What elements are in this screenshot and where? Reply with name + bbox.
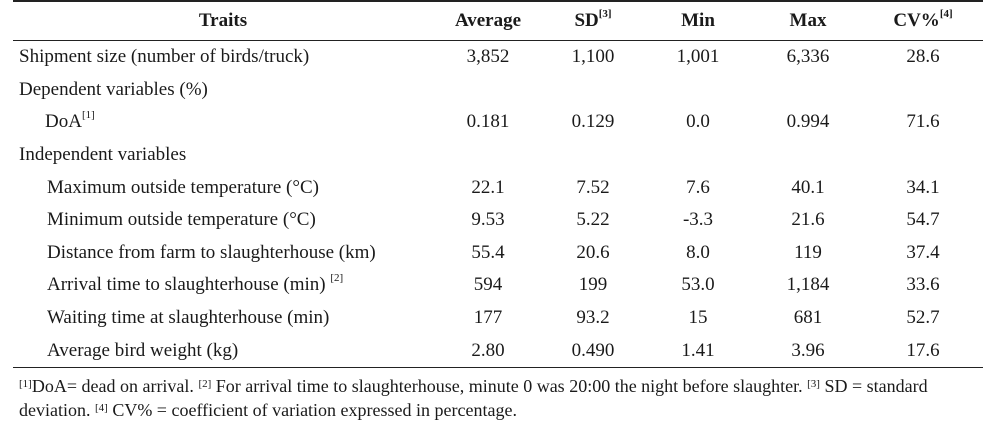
table-row: Shipment size (number of birds/truck) 3,… xyxy=(13,41,983,74)
cell-average: 594 xyxy=(473,274,503,296)
row-label: Maximum outside temperature (°C) xyxy=(47,176,319,198)
cell-cv: 37.4 xyxy=(906,241,940,263)
cell-max: 0.994 xyxy=(786,111,830,133)
row-label-ref: [2] xyxy=(330,272,344,285)
header-max: Max xyxy=(789,10,827,31)
section-label: Dependent variables (%) xyxy=(19,78,208,100)
footnote-text-2: For arrival time to slaughterhouse, minu… xyxy=(211,375,808,396)
cell-average: 2.80 xyxy=(471,339,505,361)
footnote-ref-4: [4] xyxy=(94,401,108,414)
header-sd-ref: [3] xyxy=(598,8,612,20)
cell-sd: 7.52 xyxy=(576,176,610,198)
descriptive-statistics-table: Traits Average SD[3] Min Max CV%[4] Ship… xyxy=(13,0,983,368)
cell-cv: 17.6 xyxy=(906,339,940,361)
cell-sd: 5.22 xyxy=(576,209,610,231)
row-label: Arrival time to slaughterhouse (min) [2] xyxy=(13,269,433,302)
cell-average: 0.181 xyxy=(466,111,510,133)
row-label: Minimum outside temperature (°C) xyxy=(47,209,316,231)
cell-cv: 34.1 xyxy=(906,176,940,198)
row-label-text: DoA xyxy=(45,111,82,133)
header-sd: SD[3] xyxy=(543,1,643,41)
cell-cv: 28.6 xyxy=(906,46,940,68)
header-cv-ref: [4] xyxy=(939,8,953,20)
cell-max: 6,336 xyxy=(786,46,830,68)
footnote-ref-2: [2] xyxy=(198,377,212,390)
section-label: Independent variables xyxy=(19,144,187,166)
cell-average: 55.4 xyxy=(471,241,505,263)
table-row: Maximum outside temperature (°C) 22.1 7.… xyxy=(13,171,983,204)
row-label-text: Arrival time to slaughterhouse (min) xyxy=(47,274,326,296)
cell-cv: 33.6 xyxy=(906,274,940,296)
cell-min: 7.6 xyxy=(686,176,710,198)
cell-min: 0.0 xyxy=(686,111,710,133)
table-row: Average bird weight (kg) 2.80 0.490 1.41… xyxy=(13,334,983,368)
cell-max: 1,184 xyxy=(786,274,830,296)
cell-sd: 93.2 xyxy=(576,307,610,329)
cell-min: 1.41 xyxy=(681,339,715,361)
cell-sd: 0.129 xyxy=(571,111,615,133)
cell-average: 22.1 xyxy=(471,176,505,198)
cell-max: 40.1 xyxy=(791,176,825,198)
cell-max: 119 xyxy=(794,241,822,263)
cell-average: 177 xyxy=(473,307,503,329)
row-label: DoA[1] xyxy=(13,106,433,139)
cell-sd: 1,100 xyxy=(571,46,615,68)
footnote-ref-1: [1] xyxy=(19,377,32,390)
cell-max: 21.6 xyxy=(791,209,825,231)
cell-sd: 0.490 xyxy=(571,339,615,361)
cell-cv: 54.7 xyxy=(906,209,940,231)
row-label: Average bird weight (kg) xyxy=(47,339,239,361)
header-cv: CV%[4] xyxy=(863,1,983,41)
cell-cv: 71.6 xyxy=(906,111,940,133)
header-cv-label: CV% xyxy=(893,10,940,31)
table-row: Arrival time to slaughterhouse (min) [2]… xyxy=(13,269,983,302)
cell-average: 9.53 xyxy=(471,209,505,231)
table-row: Minimum outside temperature (°C) 9.53 5.… xyxy=(13,204,983,237)
footnote-text-3: SD = standard deviation. xyxy=(19,375,928,420)
cell-cv: 52.7 xyxy=(906,307,940,329)
cell-sd: 199 xyxy=(578,274,608,296)
cell-max: 3.96 xyxy=(791,339,825,361)
table-container: Traits Average SD[3] Min Max CV%[4] Ship… xyxy=(13,0,983,422)
table-row-section: Dependent variables (%) xyxy=(13,74,983,107)
header-min: Min xyxy=(681,10,715,31)
row-label: Distance from farm to slaughterhouse (km… xyxy=(47,241,376,263)
header-row: Traits Average SD[3] Min Max CV%[4] xyxy=(13,1,983,41)
cell-average: 3,852 xyxy=(466,46,510,68)
footnote-text-1: DoA= dead on arrival. xyxy=(31,375,199,396)
cell-min: 1,001 xyxy=(676,46,720,68)
table-row: DoA[1] 0.181 0.129 0.0 0.994 71.6 xyxy=(13,106,983,139)
header-traits: Traits xyxy=(198,10,248,31)
cell-min: -3.3 xyxy=(682,209,714,231)
row-label: Waiting time at slaughterhouse (min) xyxy=(47,307,330,329)
cell-max: 681 xyxy=(793,307,823,329)
cell-sd: 20.6 xyxy=(576,241,610,263)
header-average: Average xyxy=(454,10,522,31)
cell-min: 8.0 xyxy=(686,241,710,263)
table-row: Waiting time at slaughterhouse (min) 177… xyxy=(13,302,983,335)
table-row-section: Independent variables xyxy=(13,139,983,172)
footnote-text-4: CV% = coefficient of variation expressed… xyxy=(107,399,517,420)
header-sd-label: SD xyxy=(574,10,599,31)
table-footnotes: [1]DoA= dead on arrival. [2] For arrival… xyxy=(13,374,983,422)
cell-min: 53.0 xyxy=(681,274,715,296)
row-label-ref: [1] xyxy=(81,109,95,122)
row-label: Shipment size (number of birds/truck) xyxy=(19,46,310,68)
cell-min: 15 xyxy=(688,307,708,329)
table-row: Distance from farm to slaughterhouse (km… xyxy=(13,237,983,270)
footnote-ref-3: [3] xyxy=(807,377,820,390)
